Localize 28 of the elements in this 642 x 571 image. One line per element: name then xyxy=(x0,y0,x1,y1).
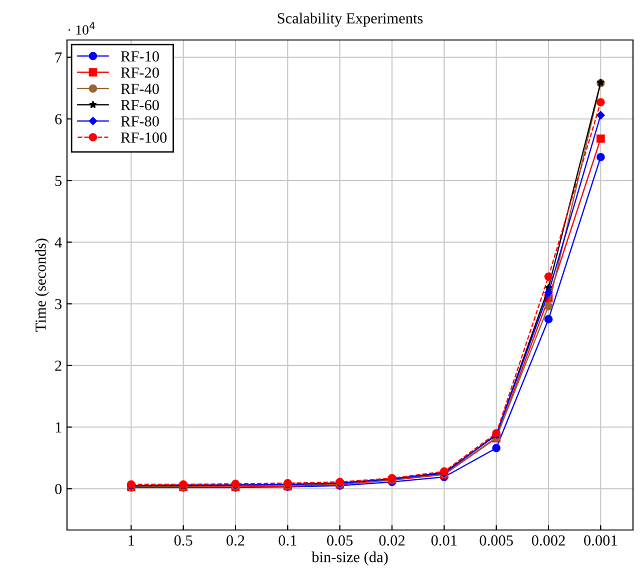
x-tick-label: 0.02 xyxy=(379,535,405,546)
x-tick-label: 0.1 xyxy=(278,535,296,546)
legend-label: RF-40 xyxy=(120,84,159,94)
chart-title: Scalability Experiments xyxy=(278,12,423,27)
legend-label: RF-80 xyxy=(120,116,159,126)
y-tick-label: 4 xyxy=(54,237,62,248)
x-tick-label: 0.001 xyxy=(584,535,617,546)
y-tick-label: 0 xyxy=(55,484,62,494)
y-tick-label: 6 xyxy=(55,114,62,124)
x-tick-label: 0.002 xyxy=(532,535,565,546)
x-tick-label: 0.05 xyxy=(327,535,353,546)
y-tick-label: 1 xyxy=(56,422,62,432)
y-tick-label: 7 xyxy=(56,52,62,63)
x-axis-title: bin-size (da) xyxy=(312,551,388,566)
legend-label: RF-10 xyxy=(120,51,159,62)
y-tick-label: 5 xyxy=(55,176,62,186)
x-tick-label: 0.2 xyxy=(226,535,244,546)
legend-label: RF-60 xyxy=(120,100,159,110)
legend-label: RF-20 xyxy=(120,67,159,78)
text: · 10$^{4}$ xyxy=(68,22,95,35)
x-tick-label: 0.01 xyxy=(431,535,457,546)
y-axis-title: Time (seconds) xyxy=(35,238,49,332)
x-tick-label: 0.005 xyxy=(480,535,513,546)
legend-label: RF-100 xyxy=(120,132,167,143)
x-tick-label: 0.5 xyxy=(174,535,192,546)
y-tick-label: 3 xyxy=(55,298,62,310)
y-tick-label: 2 xyxy=(55,360,62,371)
x-tick-label: 1 xyxy=(128,535,134,546)
